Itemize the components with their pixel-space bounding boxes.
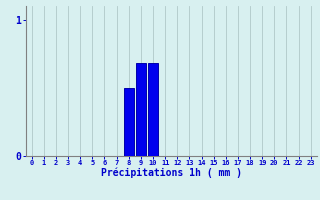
X-axis label: Précipitations 1h ( mm ): Précipitations 1h ( mm ) [101, 168, 242, 178]
Bar [148, 63, 158, 156]
Bar [124, 88, 134, 156]
Bar [136, 63, 146, 156]
